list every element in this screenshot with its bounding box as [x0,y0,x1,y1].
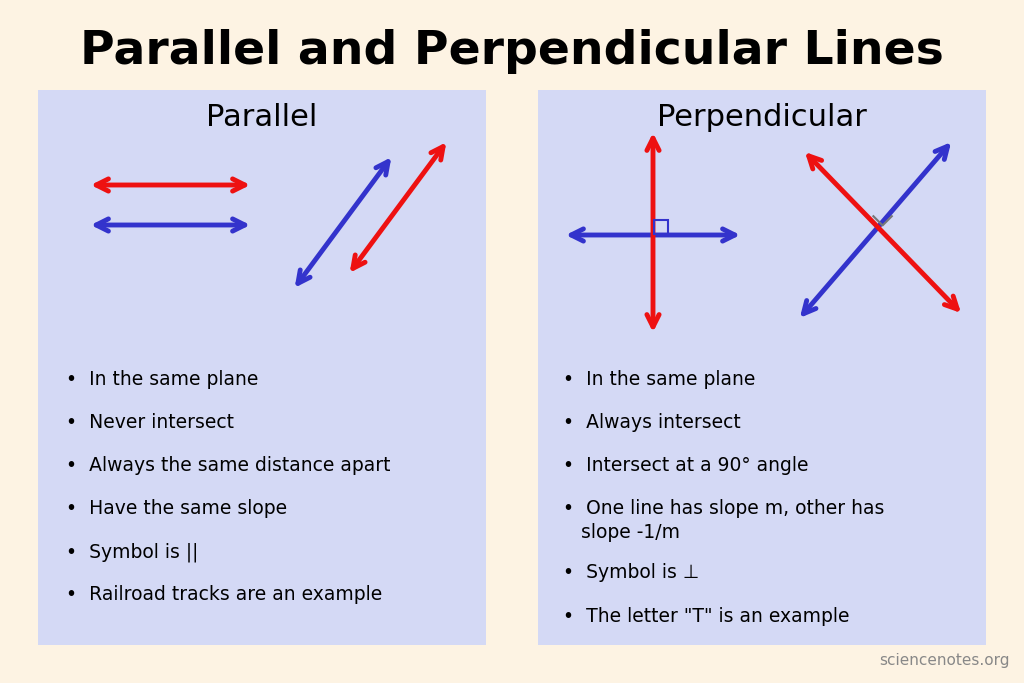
Text: •  Never intersect: • Never intersect [66,413,234,432]
Text: •  Always the same distance apart: • Always the same distance apart [66,456,390,475]
Text: •  Have the same slope: • Have the same slope [66,499,287,518]
Text: Perpendicular: Perpendicular [657,104,867,133]
Text: •  Intersect at a 90° angle: • Intersect at a 90° angle [563,456,809,475]
Text: •  In the same plane: • In the same plane [66,370,258,389]
Bar [654,220,668,234]
Text: slope -1/m: slope -1/m [581,522,680,542]
Text: •  Railroad tracks are an example: • Railroad tracks are an example [66,585,382,604]
Bar [538,90,986,645]
Text: •  The letter "T" is an example: • The letter "T" is an example [563,607,850,626]
Text: Parallel and Perpendicular Lines: Parallel and Perpendicular Lines [80,29,944,74]
Text: •  Symbol is ⊥: • Symbol is ⊥ [563,563,699,583]
Text: •  Symbol is ||: • Symbol is || [66,542,199,561]
Text: sciencenotes.org: sciencenotes.org [880,653,1010,668]
Text: •  Always intersect: • Always intersect [563,413,740,432]
Text: Parallel: Parallel [206,104,317,133]
Text: •  One line has slope m, other has: • One line has slope m, other has [563,499,885,518]
Bar [38,90,486,645]
Text: •  In the same plane: • In the same plane [563,370,756,389]
